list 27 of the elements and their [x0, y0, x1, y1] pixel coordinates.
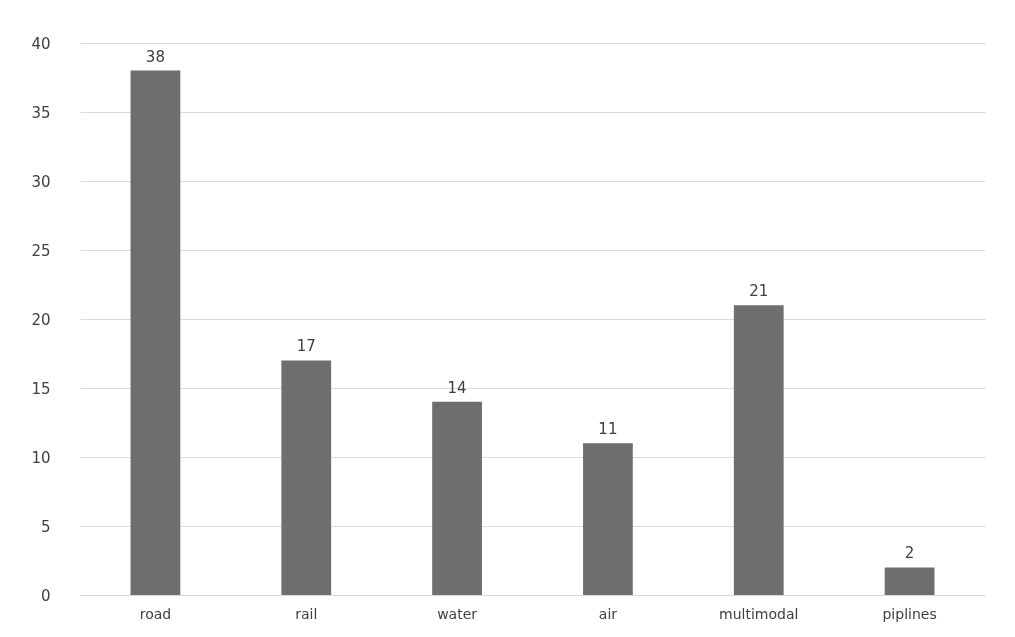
bar: [281, 360, 332, 595]
x-tick-label: piplines: [882, 605, 937, 622]
data-label: 21: [749, 282, 769, 301]
y-tick-label: 10: [31, 448, 51, 467]
bar: [130, 70, 181, 595]
bar: [583, 443, 633, 595]
data-label: 11: [598, 420, 618, 439]
y-tick-label: 5: [40, 517, 51, 536]
bar: [733, 305, 784, 595]
x-tick-label: water: [437, 605, 478, 622]
x-tick-label: rail: [295, 605, 318, 622]
data-label: 38: [145, 47, 165, 66]
data-label: 17: [296, 337, 316, 356]
data-label: 14: [447, 378, 467, 397]
y-tick-label: 30: [31, 172, 51, 191]
bar: [432, 401, 482, 595]
data-label: 2: [904, 544, 915, 563]
y-tick-label: 35: [31, 103, 51, 122]
y-tick-label: 20: [31, 310, 51, 329]
bar: [884, 567, 935, 595]
x-tick-label: road: [139, 605, 172, 622]
y-tick-label: 25: [31, 241, 51, 260]
x-tick-label: multimodal: [719, 605, 799, 622]
y-tick-label: 15: [31, 379, 51, 398]
y-tick-label: 0: [40, 586, 51, 605]
y-tick-label: 40: [31, 34, 51, 53]
x-tick-label: air: [598, 605, 618, 622]
